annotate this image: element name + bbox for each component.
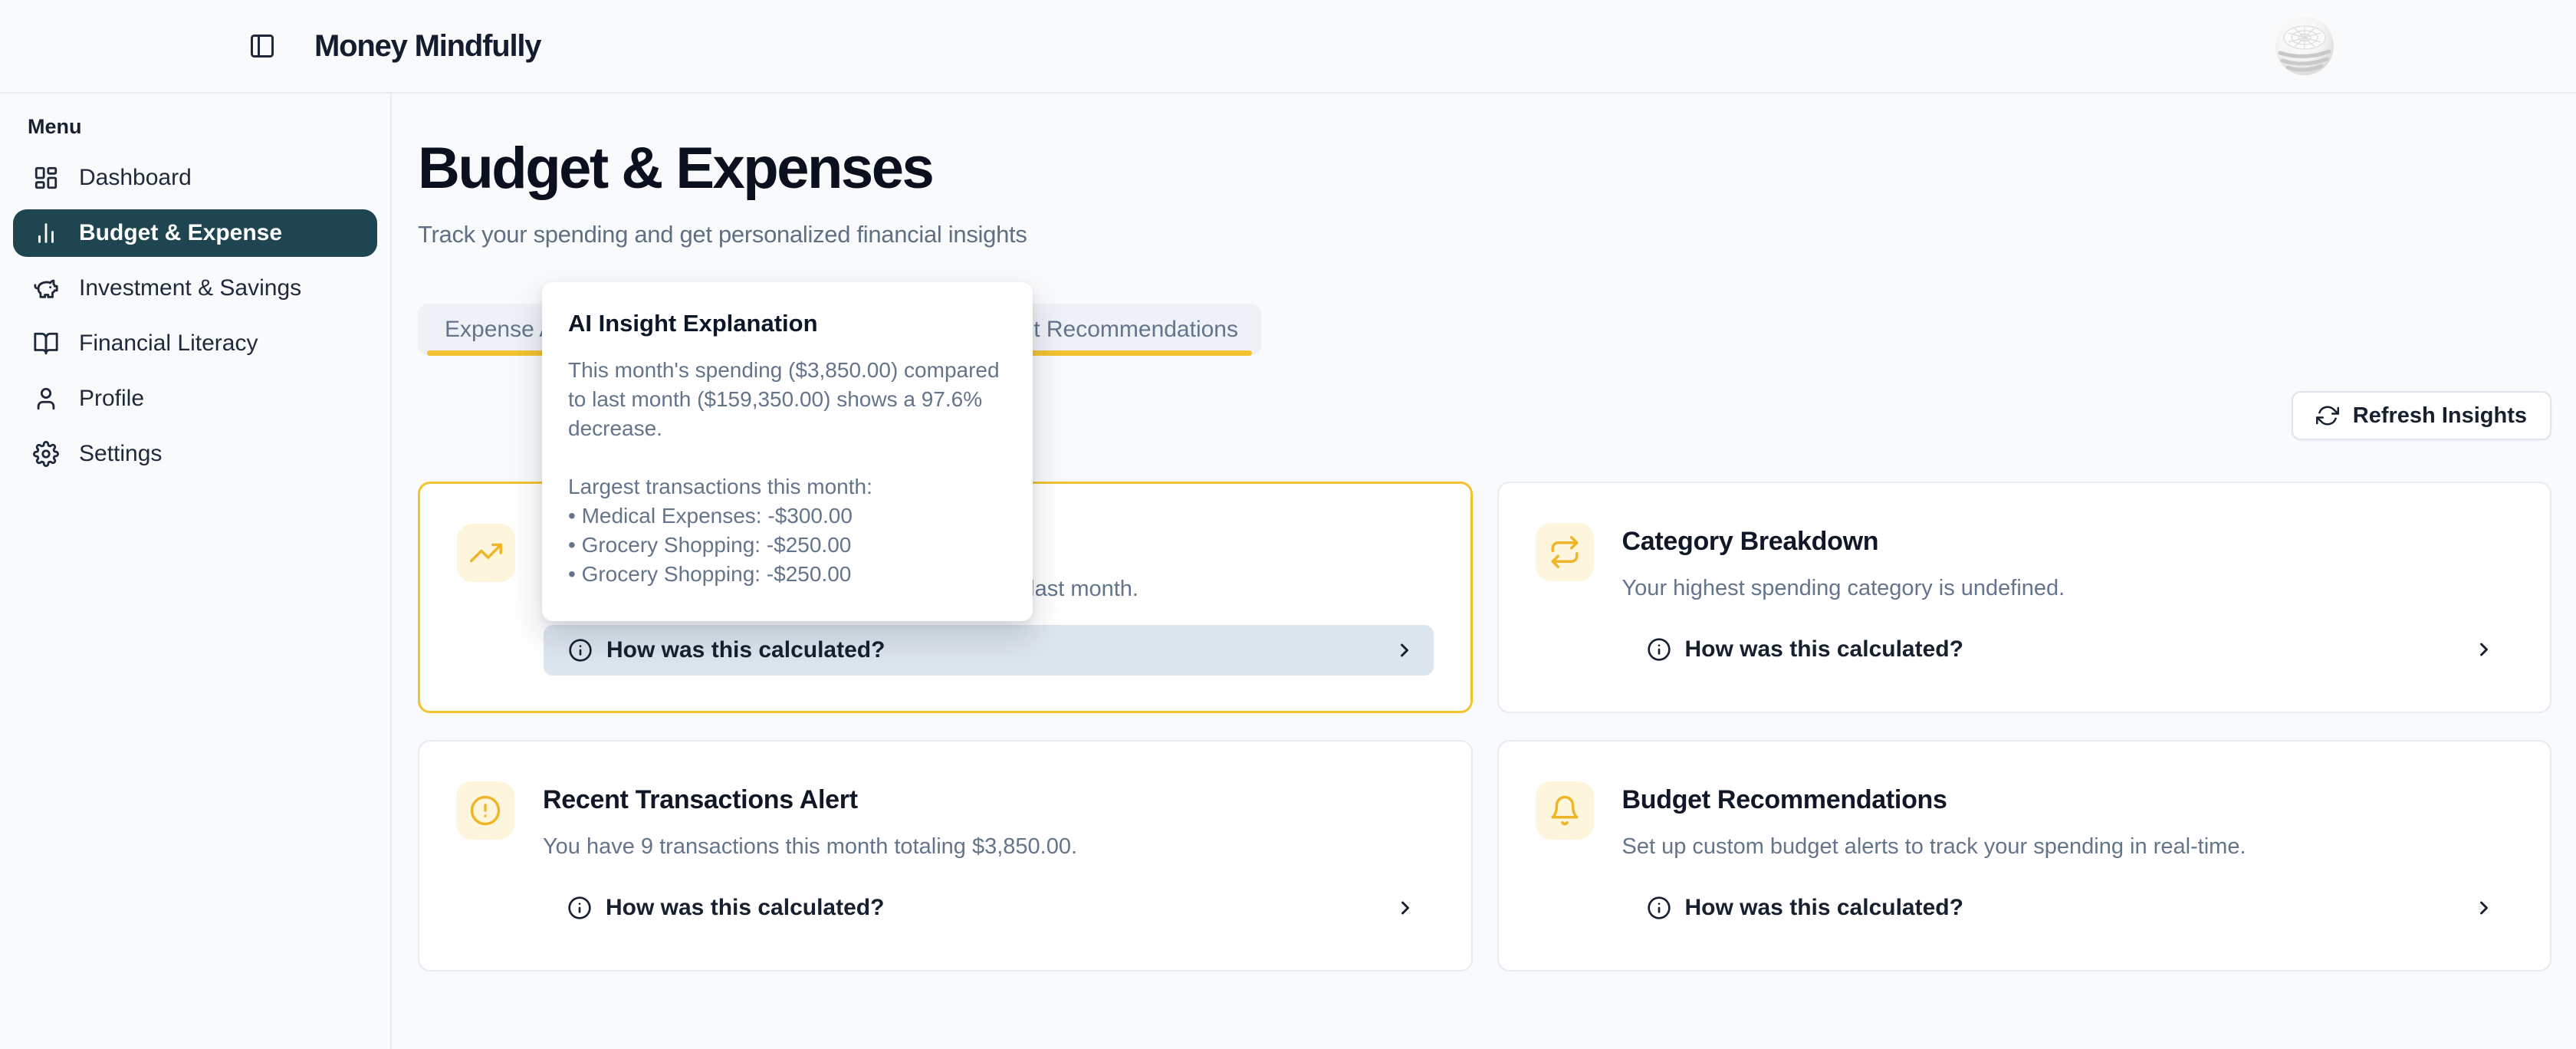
alert-circle-icon [456, 781, 514, 840]
bar-chart-icon [33, 220, 59, 246]
how-calculated-link[interactable]: How was this calculated? [1622, 883, 2514, 933]
sidebar-item-label: Budget & Expense [79, 220, 283, 245]
popup-list-item: • Grocery Shopping: -$250.00 [568, 562, 852, 586]
popup-paragraph: This month's spending ($3,850.00) compar… [568, 358, 1000, 440]
repeat-icon [1535, 523, 1594, 581]
card-title: Category Breakdown [1622, 527, 1879, 556]
info-icon [568, 638, 593, 663]
sidebar-item-label: Settings [79, 441, 163, 466]
how-calculated-label: How was this calculated? [1684, 636, 1963, 662]
user-icon [33, 386, 59, 412]
chevron-right-icon [2473, 897, 2495, 919]
app-title: Money Mindfully [314, 28, 542, 63]
info-icon [567, 896, 592, 920]
app-header: Money Mindfully [0, 0, 2576, 94]
sidebar: Menu Dashboard Budget & Expense Investme… [0, 94, 392, 1049]
piggy-bank-icon [33, 275, 59, 301]
card-subtitle: Set up custom budget alerts to track you… [1622, 834, 2246, 859]
page-subtitle: Track your spending and get personalized… [418, 221, 1027, 248]
info-icon [1647, 637, 1671, 662]
card-recent-transactions: Recent Transactions Alert You have 9 tra… [418, 740, 1473, 972]
sidebar-item-label: Investment & Savings [79, 275, 302, 301]
page-title: Budget & Expenses [418, 136, 935, 201]
insight-cards: Your spending decreased by 97.6% compare… [418, 482, 2551, 972]
panel-left-icon [248, 32, 276, 60]
chevron-right-icon [1395, 897, 1416, 919]
sidebar-toggle-button[interactable] [244, 28, 281, 64]
sidebar-item-budget-expense[interactable]: Budget & Expense [13, 209, 377, 257]
how-calculated-link[interactable]: How was this calculated? [544, 625, 1434, 676]
dashboard-grid-icon [33, 165, 59, 191]
bell-icon [1535, 781, 1594, 840]
sidebar-item-dashboard[interactable]: Dashboard [13, 154, 377, 202]
how-calculated-label: How was this calculated? [606, 895, 885, 920]
sidebar-item-settings[interactable]: Settings [13, 430, 377, 478]
sidebar-item-financial-literacy[interactable]: Financial Literacy [13, 320, 377, 367]
how-calculated-label: How was this calculated? [1684, 895, 1963, 920]
sidebar-item-label: Dashboard [79, 165, 192, 190]
refresh-icon [2315, 404, 2339, 427]
popup-list-item: • Medical Expenses: -$300.00 [568, 504, 853, 528]
popup-list-title: Largest transactions this month: [568, 475, 872, 498]
card-title: Budget Recommendations [1622, 785, 1947, 814]
chevron-right-icon [1394, 640, 1415, 661]
how-calculated-link[interactable]: How was this calculated? [1622, 624, 2514, 675]
card-category-breakdown: Category Breakdown Your highest spending… [1497, 482, 2551, 713]
sidebar-item-label: Profile [79, 386, 145, 411]
open-book-icon [33, 330, 59, 357]
trending-up-icon [457, 524, 515, 582]
popup-list-item: • Grocery Shopping: -$250.00 [568, 533, 852, 557]
sidebar-item-label: Financial Literacy [79, 330, 258, 356]
card-subtitle: Your highest spending category is undefi… [1622, 576, 2065, 600]
card-subtitle: You have 9 transactions this month total… [543, 834, 1078, 859]
popup-title: AI Insight Explanation [568, 310, 818, 337]
refresh-insights-button[interactable]: Refresh Insights [2291, 391, 2551, 440]
sidebar-nav: Dashboard Budget & Expense Investment & … [0, 154, 390, 478]
info-icon [1647, 896, 1671, 920]
avatar[interactable] [2275, 16, 2334, 76]
card-budget-recommendations: Budget Recommendations Set up custom bud… [1497, 740, 2551, 972]
how-calculated-link[interactable]: How was this calculated? [543, 883, 1434, 933]
sidebar-item-profile[interactable]: Profile [13, 375, 377, 423]
card-title: Recent Transactions Alert [543, 785, 858, 814]
refresh-insights-label: Refresh Insights [2352, 403, 2527, 428]
chevron-right-icon [2473, 639, 2495, 660]
how-calculated-label: How was this calculated? [606, 637, 886, 663]
toolbar: Refresh Insights [418, 391, 2551, 440]
gear-icon [33, 441, 59, 467]
sidebar-item-investment-savings[interactable]: Investment & Savings [13, 265, 377, 312]
ai-insight-popup: AI Insight Explanation This month's spen… [542, 282, 1033, 621]
sidebar-menu-label: Menu [28, 115, 82, 138]
